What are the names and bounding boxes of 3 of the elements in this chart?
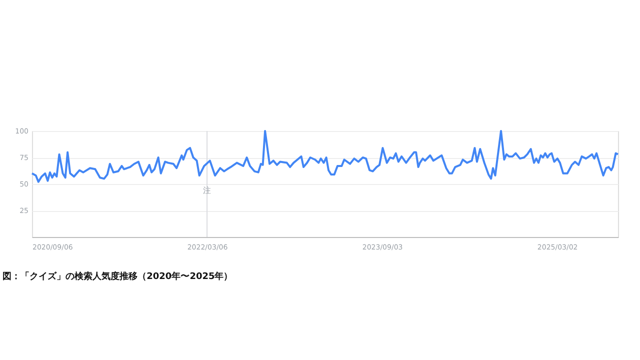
text: 図：「クイズ」の検索人気度推移（2020年〜2025年） (2, 271, 233, 282)
ref-line-label: 注 (203, 186, 212, 195)
line-series (31, 130, 619, 183)
